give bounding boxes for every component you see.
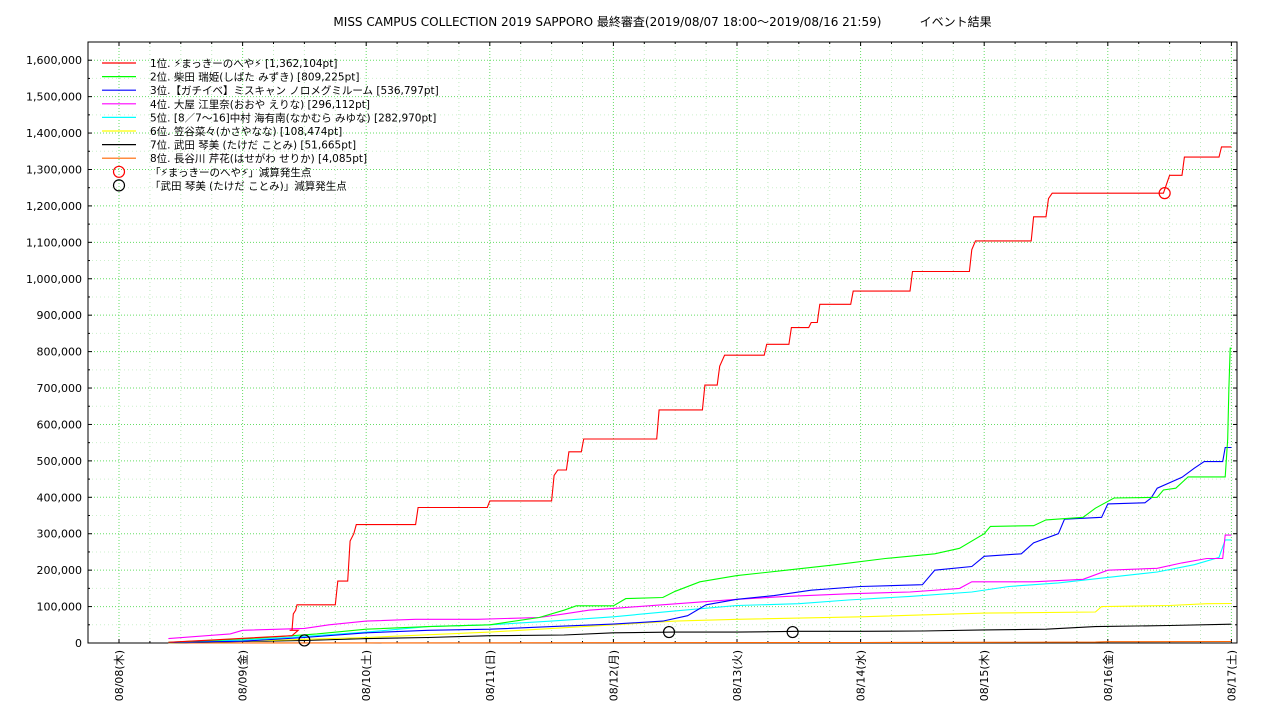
x-tick-label: 08/09(金) bbox=[236, 650, 250, 701]
grid-lines bbox=[88, 42, 1237, 643]
legend-marker-label-1: 「⚡まっきーのへや⚡」減算発生点 bbox=[150, 166, 311, 179]
series-line-7 bbox=[168, 623, 1232, 644]
series-lines bbox=[168, 146, 1232, 644]
legend-label-3: 3位.【ガチイベ】ミスキャン ノロメグミルーム [536,797pt] bbox=[150, 84, 439, 97]
legend-marker-label-2: 「武田 琴美 (たけだ ことみ)」減算発生点 bbox=[150, 179, 347, 192]
x-tick-label: 08/15(木) bbox=[978, 650, 991, 701]
legend-marker-1 bbox=[112, 165, 126, 178]
y-tick-label: 100,000 bbox=[37, 601, 83, 614]
chart-axes: 0 100,000 200,000 300,000 400,000 500,000 600,… bbox=[26, 41, 1238, 701]
legend-label-2: 2位. 柴田 瑞姫(しばた みずき) [809,225pt] bbox=[150, 71, 359, 84]
y-tick-label: 800,000 bbox=[37, 346, 83, 359]
series-line-6 bbox=[168, 602, 1232, 644]
y-tick-label: 1,500,000 bbox=[26, 91, 82, 104]
deduction-marker-2 bbox=[662, 625, 676, 639]
y-tick-label: 900,000 bbox=[37, 309, 83, 322]
y-tick-label: 600,000 bbox=[37, 418, 83, 431]
deduction-marker-1 bbox=[1158, 187, 1171, 200]
x-tick-label: 08/16(金) bbox=[1101, 650, 1115, 701]
y-tick-label: 700,000 bbox=[37, 382, 83, 395]
legend-label-6: 6位. 笠谷菜々(かさやなな) [108,474pt] bbox=[150, 125, 342, 138]
y-tick-label: 1,200,000 bbox=[26, 200, 82, 213]
series-line-8 bbox=[168, 640, 1232, 644]
series-line-2 bbox=[168, 347, 1232, 643]
legend-marker-2 bbox=[112, 179, 126, 192]
legend-label-4: 4位. 大屋 江里奈(おおや えりな) [296,112pt] bbox=[150, 98, 370, 111]
series-line-3 bbox=[168, 446, 1232, 644]
series-line-5 bbox=[168, 539, 1232, 644]
x-tick-label: 08/13(火) bbox=[731, 650, 744, 701]
y-tick-label: 200,000 bbox=[37, 564, 83, 577]
y-tick-label: 500,000 bbox=[37, 455, 83, 468]
series-line-4 bbox=[168, 534, 1232, 640]
y-tick-label: 1,400,000 bbox=[26, 127, 82, 140]
deduction-marker-2 bbox=[298, 634, 311, 647]
y-tick-label: 0 bbox=[75, 637, 82, 650]
y-tick-label: 1,100,000 bbox=[26, 236, 82, 249]
x-tick-label: 08/17(土) bbox=[1225, 650, 1238, 701]
y-tick-label: 400,000 bbox=[37, 491, 83, 504]
x-tick-label: 08/11(日) bbox=[484, 650, 497, 701]
x-tick-label: 08/14(水) bbox=[855, 650, 868, 701]
x-tick-label: 08/10(土) bbox=[360, 650, 373, 701]
legend-label-1: 1位. ⚡まっきーのへや⚡ [1,362,104pt] bbox=[150, 57, 337, 70]
chart-title: MISS CAMPUS COLLECTION 2019 SAPPORO 最終審査… bbox=[333, 15, 992, 29]
deduction-markers bbox=[298, 187, 1171, 647]
y-tick-label: 1,300,000 bbox=[26, 163, 82, 176]
legend-label-5: 5位. [8／7〜16]中村 海有南(なかむら みゆな) [282,970pt] bbox=[150, 111, 436, 124]
y-tick-label: 300,000 bbox=[37, 528, 83, 541]
legend-label-7: 7位. 武田 琴美 (たけだ ことみ) [51,665pt] bbox=[150, 139, 356, 152]
legend-label-8: 8位. 長谷川 芹花(はせがわ せりか) [4,085pt] bbox=[150, 152, 367, 165]
legend: 1位. ⚡まっきーのへや⚡ [1,362,104pt]2位. 柴田 瑞姫(しばた… bbox=[102, 57, 439, 192]
deduction-marker-2 bbox=[786, 625, 799, 639]
y-tick-label: 1,000,000 bbox=[26, 273, 82, 286]
series-line-1 bbox=[168, 146, 1232, 643]
x-tick-label: 08/08(木) bbox=[113, 650, 126, 701]
x-tick-label: 08/12(月) bbox=[607, 650, 620, 701]
y-tick-label: 1,600,000 bbox=[26, 54, 82, 67]
